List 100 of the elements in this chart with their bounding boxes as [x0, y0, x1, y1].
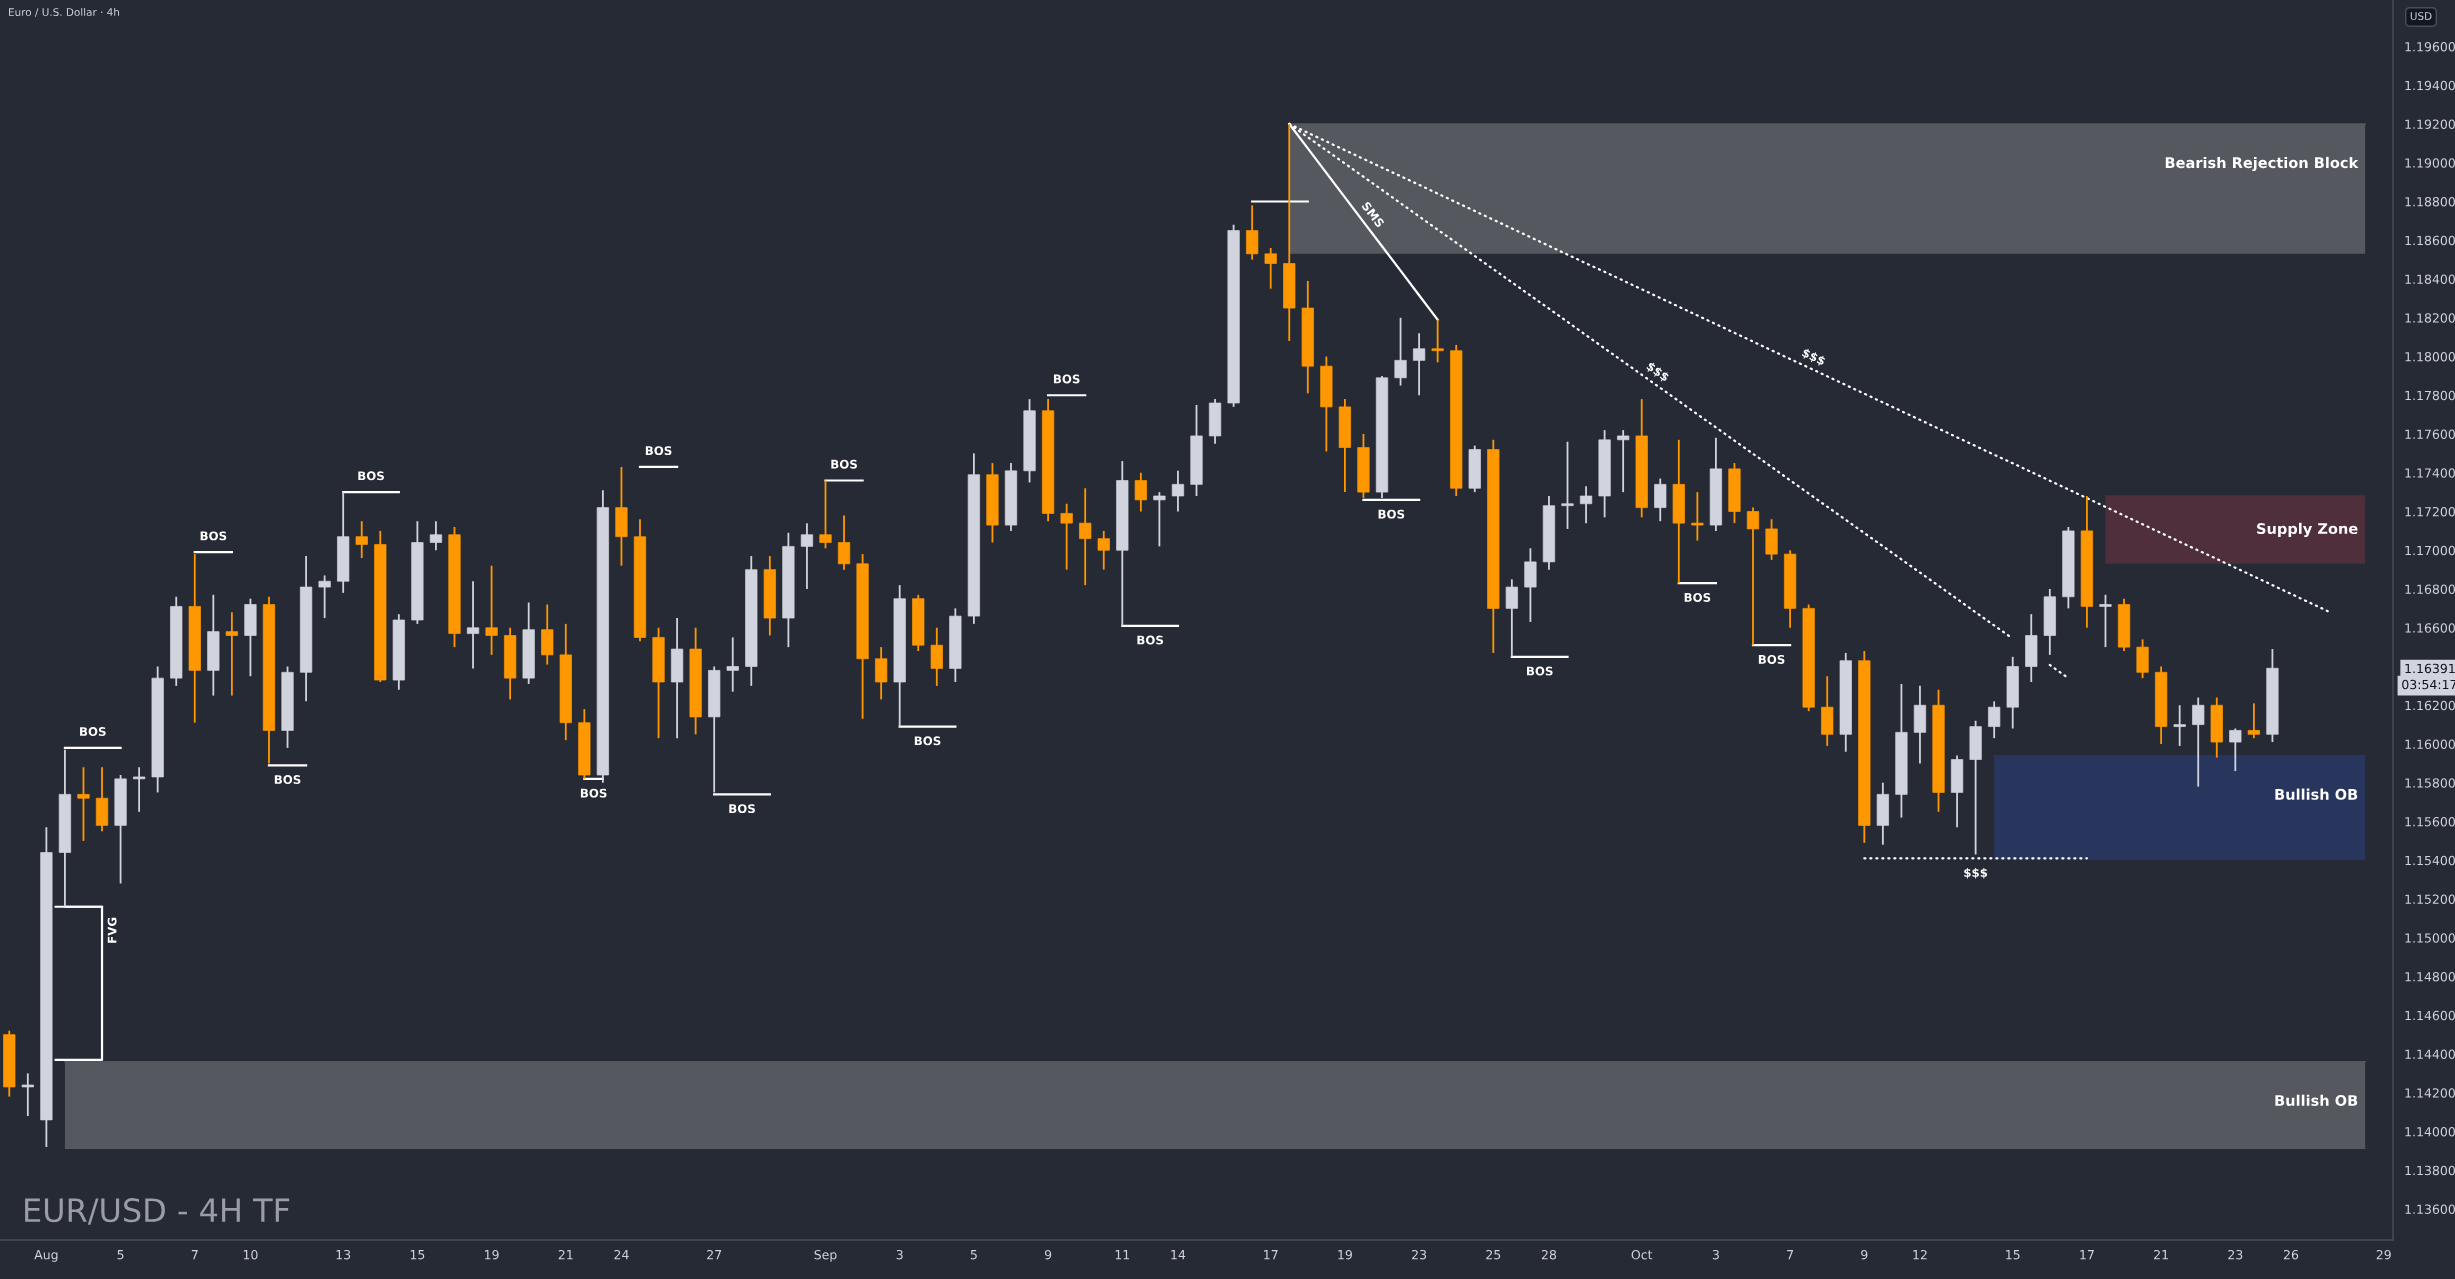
candlestick: [1431, 318, 1444, 364]
candlestick: [875, 646, 888, 701]
y-tick-label: 1.14200: [2405, 1088, 2455, 1098]
x-tick-label: 13: [336, 1249, 351, 1260]
x-tick-label: 17: [2080, 1250, 2094, 1260]
candlestick: [318, 574, 331, 619]
series-label: BOS: [1684, 592, 1711, 602]
text: Euro / U.S. Dollar · 4h: [9, 7, 120, 17]
y-tick-label: 1.17600: [2405, 429, 2455, 439]
text: BOS: [274, 775, 301, 785]
candlestick: [2099, 593, 2112, 649]
candlestick: [2192, 696, 2205, 788]
text: BOS: [1527, 666, 1553, 676]
candlestick: [77, 766, 90, 842]
text: BOS: [914, 736, 941, 746]
text: EUR/USD - 4H TF: [25, 1198, 290, 1225]
x-tick-label: 5: [117, 1250, 124, 1260]
text: BOS: [1137, 635, 1164, 645]
x-tick-label: 27: [707, 1249, 722, 1260]
candlestick: [1060, 502, 1073, 571]
candlestick: [429, 520, 443, 552]
candlestick: [1505, 578, 1518, 658]
y-tick-label: 1.18600: [2405, 235, 2455, 246]
text: Bullish OB: [2275, 1094, 2358, 1106]
candlestick: [1988, 700, 2001, 740]
candlestick: [1561, 440, 1574, 530]
x-tick-label: Aug: [34, 1250, 58, 1262]
y-tick-label: 1.19600: [2405, 41, 2455, 52]
candlestick: [800, 522, 814, 590]
candlestick: [133, 766, 146, 813]
candlestick: [1617, 429, 1630, 494]
y-tick-label: 1.15800: [2405, 778, 2455, 788]
y-tick-label: 1.19200: [2405, 119, 2455, 129]
x-tick-label: 11: [1115, 1250, 1130, 1260]
series-label: Supply Zone: [2257, 522, 2358, 538]
candlestick: [466, 580, 480, 670]
text: BOS: [80, 727, 106, 737]
x-tick-label: 23: [1412, 1249, 1427, 1260]
candlestick: [1691, 491, 1704, 542]
candlestick: [1746, 506, 1760, 647]
text: Bearish Rejection Block: [2165, 156, 2359, 172]
y-tick-label: 1.17400: [2405, 468, 2455, 478]
y-tick-label: 1.18400: [2405, 274, 2455, 284]
x-tick-label: 9: [1044, 1249, 1052, 1260]
text: BOS: [645, 446, 672, 456]
candlestick: [819, 479, 832, 550]
text: BOS: [1758, 654, 1785, 664]
candlestick: [1413, 332, 1426, 397]
x-tick-label: 19: [485, 1249, 499, 1260]
x-tick-label: 24: [614, 1249, 629, 1260]
y-tick-label: 1.17000: [2405, 545, 2455, 556]
candlestick: [1134, 471, 1147, 513]
candlestick: [225, 611, 238, 697]
x-tick-label: 21: [2154, 1249, 2168, 1260]
y-tick-label: 1.17200: [2405, 506, 2455, 517]
candlestick: [1079, 487, 1092, 587]
y-axis-title: USD: [2410, 12, 2432, 21]
candlestick: [1579, 485, 1593, 525]
x-tick-label: 7: [191, 1250, 198, 1260]
x-tick-label: 29: [2376, 1249, 2391, 1260]
candlestick: [2229, 727, 2242, 773]
y-tick-label: 1.16200: [2405, 700, 2455, 711]
y-tick-label: 1.16391: [2405, 663, 2455, 674]
y-tick-label: 1.14800: [2405, 971, 2455, 982]
candlestick: [1171, 469, 1185, 513]
y-tick-label: 1.17800: [2405, 390, 2455, 401]
x-tick-label: 3: [1712, 1249, 1719, 1260]
candlestick: [1394, 316, 1407, 387]
series-label: $$$: [1964, 867, 1988, 879]
x-tick-label: 15: [2006, 1250, 2020, 1260]
y-tick-label: 1.14600: [2405, 1010, 2455, 1021]
text: Bullish OB: [2275, 788, 2358, 800]
y-tick-label: 1.13800: [2405, 1165, 2455, 1176]
y-tick-label: 1.19400: [2405, 80, 2455, 91]
y-tick-label: 1.19000: [2405, 158, 2455, 168]
x-tick-label: 28: [1541, 1249, 1557, 1260]
x-tick-label: 14: [1171, 1250, 1186, 1260]
x-tick-label: 10: [243, 1249, 258, 1260]
y-tick-label: 1.15400: [2405, 855, 2455, 866]
text: BOS: [729, 804, 755, 814]
x-tick-label: 17: [1264, 1250, 1278, 1260]
y-tick-label: 1.13600: [2405, 1204, 2455, 1214]
x-tick-label: 5: [970, 1250, 977, 1260]
text: BOS: [200, 531, 227, 541]
candlestick: [1153, 491, 1166, 548]
x-tick-label: 23: [2228, 1249, 2243, 1260]
text: BOS: [1053, 374, 1080, 384]
candlestick: [930, 626, 943, 687]
x-tick-label: Sep: [814, 1249, 837, 1262]
x-tick-label: 25: [1486, 1249, 1501, 1260]
text: BOS: [358, 471, 384, 481]
y-tick-label: 1.18200: [2405, 313, 2455, 323]
y-tick-label: 1.15200: [2405, 894, 2455, 904]
candlestick: [1097, 529, 1110, 571]
x-tick-label: 26: [2283, 1249, 2299, 1260]
candlestick: [21, 1072, 34, 1117]
text: BOS: [831, 459, 857, 469]
y-tick-label: 1.14400: [2405, 1049, 2455, 1059]
y-tick-label: 1.16000: [2405, 739, 2455, 749]
y-tick-label: 1.16800: [2405, 584, 2455, 594]
